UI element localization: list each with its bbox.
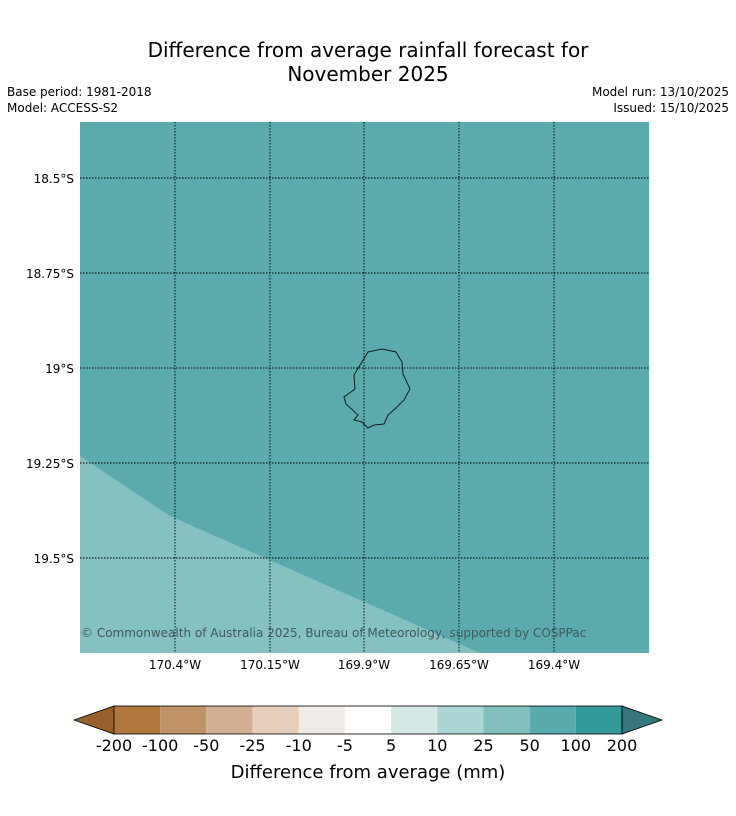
lon-label-0: 170.4°W [149,658,201,672]
colorbar-segment [344,706,392,734]
latitude-labels: 18.5°S 18.75°S 19°S 19.25°S 19.5°S [26,172,74,566]
title-line-2: November 2025 [287,62,449,86]
lat-label-1: 18.75°S [26,267,74,281]
island-coastline [343,348,411,429]
map-gridlines [80,122,649,653]
colorbar-tick-label: 25 [473,736,493,755]
chart-title: Difference from average rainfall forecas… [0,38,736,86]
lat-label-3: 19.25°S [26,457,74,471]
lon-label-4: 169.4°W [528,658,580,672]
colorbar-tick-label: 50 [519,736,539,755]
colorbar-tick-label: -10 [286,736,312,755]
map-region-lower-band [80,456,480,653]
lon-label-1: 170.15°W [240,658,300,672]
lon-label-2: 169.9°W [338,658,390,672]
lon-label-3: 169.65°W [429,658,489,672]
map-panel: © Commonwealth of Australia 2025, Bureau… [80,122,649,653]
lat-label-2: 19°S [45,362,74,376]
longitude-labels: 170.4°W 170.15°W 169.9°W 169.65°W 169.4°… [149,658,580,672]
lat-label-4: 19.5°S [34,552,74,566]
colorbar-title: Difference from average (mm) [231,762,506,783]
model-name: Model: ACCESS-S2 [7,101,119,115]
colorbar-tick-label: 200 [607,736,638,755]
colorbar-tick-label: -50 [193,736,219,755]
colorbar-over-arrow [621,705,664,735]
metadata-left: Base period: 1981-2018 Model: ACCESS-S2 [7,84,152,116]
colorbar-tick-label: 10 [427,736,447,755]
colorbar-segment [529,706,576,734]
model-run: Model run: 13/10/2025 [591,85,729,99]
colorbar-segment [114,706,161,734]
colorbar: -200 -100 -50 -25 -10 -5 5 10 25 50 100 200 [72,705,664,755]
colorbar-segment [575,706,622,734]
colorbar-tick-label: -200 [96,736,132,755]
colorbar-tick-label: 5 [386,736,396,755]
colorbar-tick-label: 100 [561,736,592,755]
colorbar-outline [113,705,623,735]
colorbar-segment [160,706,207,734]
colorbar-segment [391,706,438,734]
colorbar-under-arrow [72,705,115,735]
colorbar-tick-label: -25 [239,736,265,755]
colorbar-segment [483,706,530,734]
colorbar-segment [437,706,484,734]
copyright-notice: © Commonwealth of Australia 2025, Bureau… [81,626,586,640]
base-period: Base period: 1981-2018 [7,85,152,99]
issued-date: Issued: 15/10/2025 [613,101,729,115]
colorbar-tick-label: -100 [142,736,178,755]
colorbar-segment [206,706,253,734]
colorbar-tick-label: -5 [337,736,353,755]
lat-label-0: 18.5°S [34,172,74,186]
title-line-1: Difference from average rainfall forecas… [147,38,589,62]
colorbar-segment [298,706,345,734]
metadata-right: Model run: 13/10/2025 Issued: 15/10/2025 [592,84,729,116]
colorbar-segment [252,706,299,734]
